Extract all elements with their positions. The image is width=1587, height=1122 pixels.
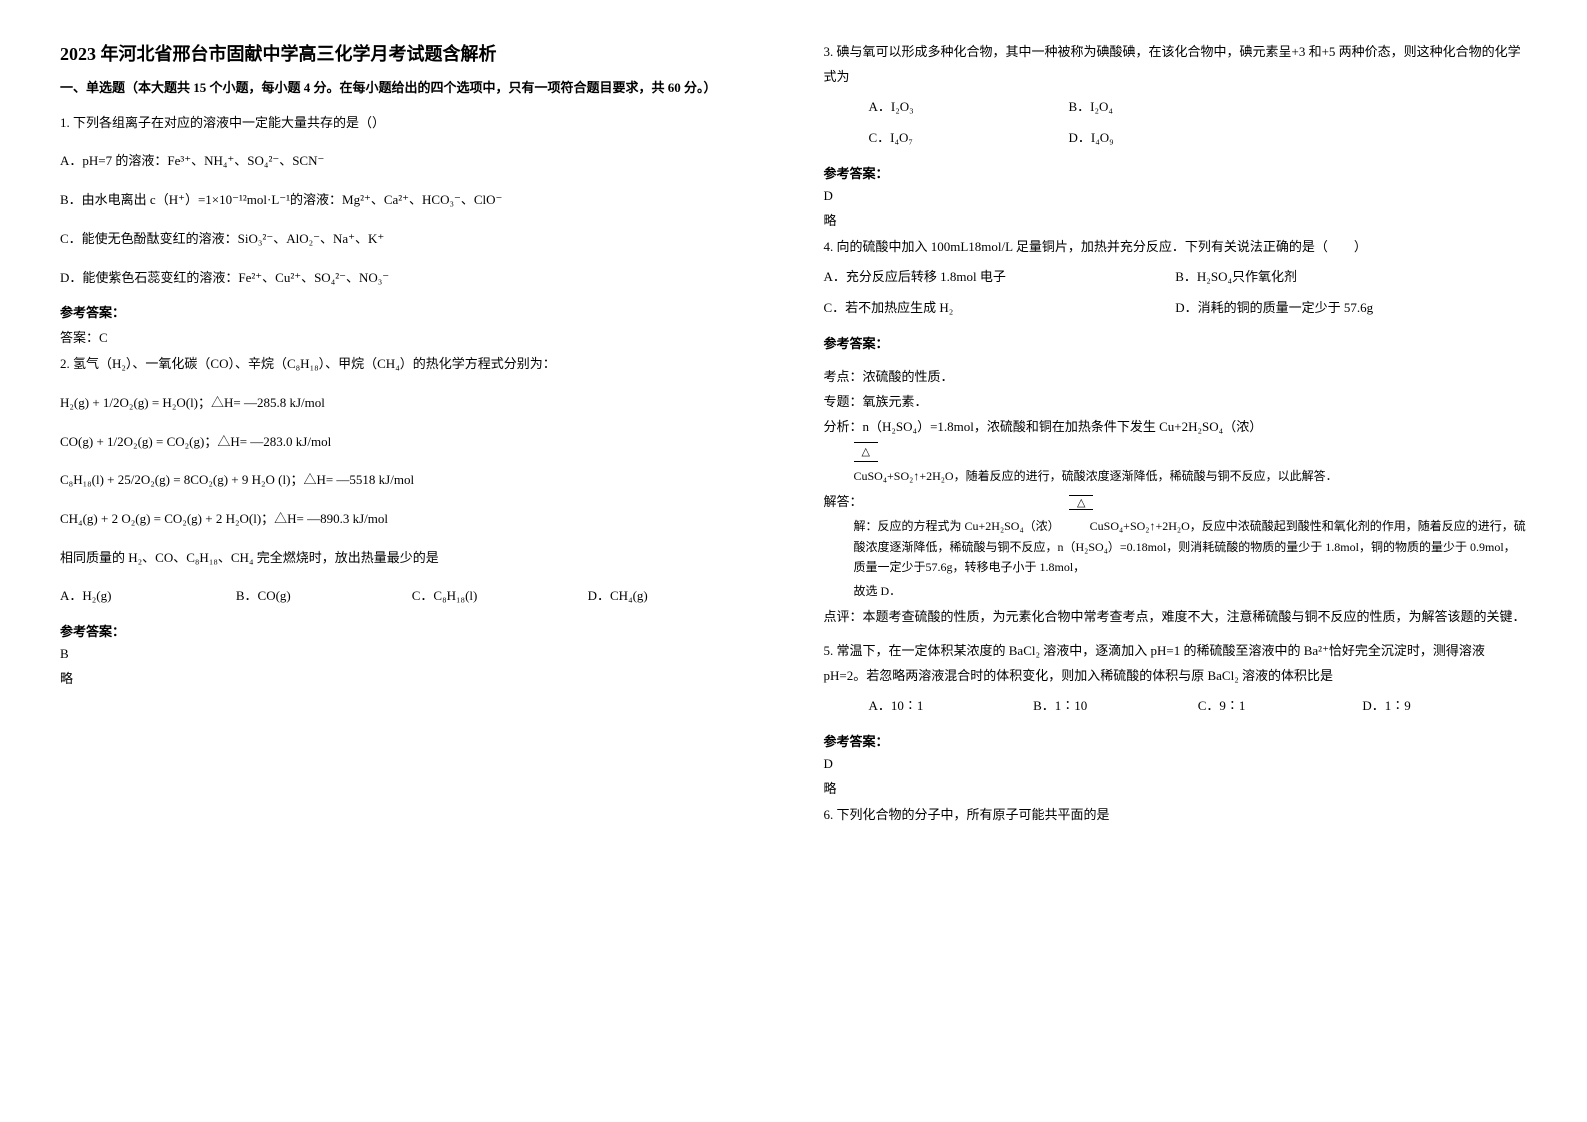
q5-optD: D．1∶9 bbox=[1362, 694, 1527, 719]
q5-optB: B．1∶10 bbox=[1033, 694, 1198, 719]
q2-line3: C₈H₁₈(l) + 25/2O₂(g) = 8CO₂(g) + 9 H₂O (… bbox=[60, 468, 764, 493]
q3-stem: 3. 碘与氧可以形成多种化合物，其中一种被称为碘酸碘，在该化合物中，碘元素呈+3… bbox=[824, 40, 1528, 89]
q4-optD: D．消耗的铜的质量一定少于 57.6g bbox=[1175, 296, 1527, 321]
q5-options: A．10∶1 B．1∶10 C．9∶1 D．1∶9 bbox=[824, 694, 1528, 719]
q3-optA: A．I₂O₃ bbox=[869, 95, 1069, 120]
q4-fenxi1: 分析：n（H₂SO₄）=1.8mol，浓硫酸和铜在加热条件下发生 Cu+2H₂S… bbox=[824, 416, 1528, 435]
q1-answer-label: 参考答案： bbox=[60, 302, 764, 321]
q2-optD: D．CH₄(g) bbox=[588, 584, 764, 609]
q2-optB: B．CO(g) bbox=[236, 584, 412, 609]
q2-stem: 2. 氢气（H₂）、一氧化碳（CO）、辛烷（C₈H₁₈）、甲烷（CH₄）的热化学… bbox=[60, 352, 764, 377]
q4-answer-label: 参考答案： bbox=[824, 333, 1528, 352]
q3-row1: A．I₂O₃ B．I₂O₄ bbox=[824, 95, 1528, 120]
q4-fenxi2: CuSO₄+SO₂↑+2H₂O，随着反应的进行，硫酸浓度逐渐降低，稀硫酸与铜不反… bbox=[854, 466, 1528, 486]
q4-kaodian: 考点：浓硫酸的性质． bbox=[824, 366, 1528, 385]
q2-answer-label: 参考答案： bbox=[60, 621, 764, 640]
q2-omit: 略 bbox=[60, 668, 764, 687]
q2-ask: 相同质量的 H₂、CO、C₈H₁₈、CH₄ 完全燃烧时，放出热量最少的是 bbox=[60, 546, 764, 571]
q4-optB: B．H₂SO₄只作氧化剂 bbox=[1175, 265, 1527, 290]
q2-optA: A．H₂(g) bbox=[60, 584, 236, 609]
q3-optD: D．I₄O₉ bbox=[1069, 126, 1528, 151]
q2-line2: CO(g) + 1/2O₂(g) = CO₂(g)；△H= —283.0 kJ/… bbox=[60, 430, 764, 455]
page-title: 2023 年河北省邢台市固献中学高三化学月考试题含解析 bbox=[60, 40, 764, 66]
q4-jieda-label: 解答： △ bbox=[824, 491, 1528, 511]
q3-answer: D bbox=[824, 188, 1528, 204]
q2-answer: B bbox=[60, 646, 764, 662]
q1-answer: 答案：C bbox=[60, 327, 764, 346]
q5-stem: 5. 常温下，在一定体积某浓度的 BaCl₂ 溶液中，逐滴加入 pH=1 的稀硫… bbox=[824, 639, 1528, 688]
q3-optC: C．I₄O₇ bbox=[869, 126, 1069, 151]
q5-omit: 略 bbox=[824, 778, 1528, 797]
q3-answer-label: 参考答案： bbox=[824, 163, 1528, 182]
q5-optC: C．9∶1 bbox=[1198, 694, 1363, 719]
delta-icon: △ bbox=[854, 442, 878, 463]
q3-omit: 略 bbox=[824, 210, 1528, 229]
q3-optB: B．I₂O₄ bbox=[1069, 95, 1528, 120]
q4-zhuanti: 专题：氧族元素． bbox=[824, 391, 1528, 410]
q5-answer-label: 参考答案： bbox=[824, 731, 1528, 750]
q4-tri1: △ bbox=[854, 441, 1528, 463]
q4-dianping: 点评：本题考查硫酸的性质，为元素化合物中常考查考点，难度不大，注意稀硫酸与铜不反… bbox=[824, 606, 1528, 625]
q4-row1: A．充分反应后转移 1.8mol 电子 B．H₂SO₄只作氧化剂 bbox=[824, 265, 1528, 290]
q4-optA: A．充分反应后转移 1.8mol 电子 bbox=[824, 265, 1176, 290]
q4-jieda1: 故选 D． bbox=[854, 581, 1528, 601]
q2-line4: CH₄(g) + 2 O₂(g) = CO₂(g) + 2 H₂O(l)；△H=… bbox=[60, 507, 764, 532]
q6-stem: 6. 下列化合物的分子中，所有原子可能共平面的是 bbox=[824, 803, 1528, 828]
q2-line1: H₂(g) + 1/2O₂(g) = H₂O(l)；△H= —285.8 kJ/… bbox=[60, 391, 764, 416]
q3-row2: C．I₄O₇ D．I₄O₉ bbox=[824, 126, 1528, 151]
q4-jieda0: 解：反应的方程式为 Cu+2H₂SO₄（浓） CuSO₄+SO₂↑+2H₂O，反… bbox=[854, 516, 1528, 577]
q1-optA: A．pH=7 的溶液：Fe³⁺、NH₄⁺、SO₄²⁻、SCN⁻ bbox=[60, 149, 764, 174]
right-column: 3. 碘与氧可以形成多种化合物，其中一种被称为碘酸碘，在该化合物中，碘元素呈+3… bbox=[824, 40, 1528, 1082]
q1-stem: 1. 下列各组离子在对应的溶液中一定能大量共存的是（） bbox=[60, 111, 764, 136]
q2-options: A．H₂(g) B．CO(g) C．C₈H₁₈(l) D．CH₄(g) bbox=[60, 584, 764, 609]
q1-optB: B．由水电离出 c（H⁺）=1×10⁻¹²mol·L⁻¹的溶液：Mg²⁺、Ca²… bbox=[60, 188, 764, 213]
left-column: 2023 年河北省邢台市固献中学高三化学月考试题含解析 一、单选题（本大题共 1… bbox=[60, 40, 764, 1082]
q4-optC: C．若不加热应生成 H₂ bbox=[824, 296, 1176, 321]
q4-stem: 4. 向的硫酸中加入 100mL18mol/L 足量铜片，加热并充分反应．下列有… bbox=[824, 235, 1528, 260]
q1-optC: C．能使无色酚酞变红的溶液：SiO₃²⁻、AlO₂⁻、Na⁺、K⁺ bbox=[60, 227, 764, 252]
q1-optD: D．能使紫色石蕊变红的溶液：Fe²⁺、Cu²⁺、SO₄²⁻、NO₃⁻ bbox=[60, 266, 764, 291]
q2-optC: C．C₈H₁₈(l) bbox=[412, 584, 588, 609]
section-header: 一、单选题（本大题共 15 个小题，每小题 4 分。在每小题给出的四个选项中，只… bbox=[60, 78, 764, 99]
q5-optA: A．10∶1 bbox=[869, 694, 1034, 719]
delta-icon: △ bbox=[1069, 495, 1093, 510]
q4-row2: C．若不加热应生成 H₂ D．消耗的铜的质量一定少于 57.6g bbox=[824, 296, 1528, 321]
q5-answer: D bbox=[824, 756, 1528, 772]
